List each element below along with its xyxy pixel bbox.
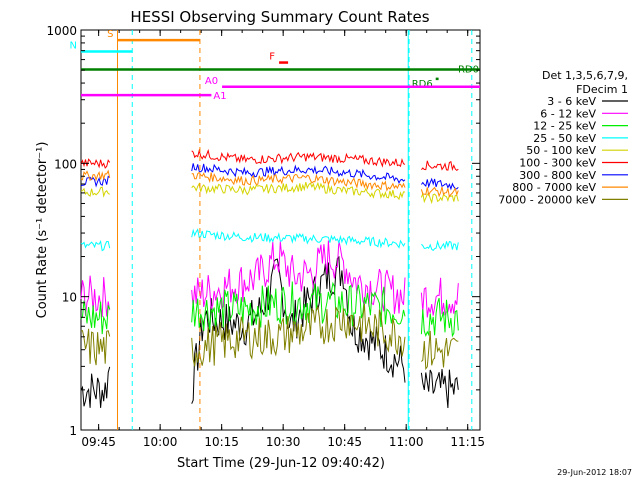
x-tick-label-4: 10:45: [327, 435, 362, 449]
x-tick-label-3: 10:30: [266, 435, 301, 449]
chart-title: HESSI Observing Summary Count Rates: [130, 8, 429, 26]
y-tick-label-1: 10: [62, 291, 77, 305]
legend-label-6: 300 - 800 keV: [519, 169, 596, 182]
y-tick-label-3: 1000: [46, 24, 77, 38]
flag-label-a0: A0: [205, 76, 218, 87]
flag-label-rd6: RD6: [412, 79, 433, 90]
x-tick-label-5: 11:00: [389, 435, 424, 449]
series-line-0-0: [80, 366, 111, 408]
flag-label-s: S: [107, 29, 113, 40]
x-tick-label-0: 09:45: [81, 435, 116, 449]
flag-label-n: N: [70, 40, 77, 51]
series-line-6-0: [80, 175, 110, 188]
flag-label-f: F: [269, 52, 275, 63]
series-line-2-1: [191, 281, 406, 331]
series-line-8-0: [80, 328, 111, 366]
series-line-2-0: [80, 300, 111, 335]
series-line-3-2: [421, 239, 459, 252]
series-line-5-2: [421, 160, 459, 172]
legend-header-1: FDecim 1: [576, 83, 628, 96]
series-line-6-2: [420, 177, 459, 191]
legend-label-3: 25 - 50 keV: [533, 132, 596, 145]
x-axis-label: Start Time (29-Jun-12 09:40:42): [177, 456, 385, 471]
series-line-0-2: [420, 368, 459, 409]
legend-label-1: 6 - 12 keV: [540, 107, 596, 120]
flag-bars: S N F RD0 RD6 A0 A1: [70, 29, 480, 102]
series-line-5-0: [80, 158, 111, 169]
series-line-7-0: [80, 169, 111, 182]
legend-header-0: Det 1,3,5,6,7,9,: [542, 69, 628, 82]
series-line-3-0: [80, 240, 111, 252]
series-line-1-2: [420, 277, 459, 318]
series-line-4-1: [191, 181, 406, 201]
series-line-4-2: [420, 191, 459, 205]
legend-label-4: 50 - 100 keV: [526, 144, 596, 157]
series-line-7-1: [191, 171, 406, 192]
series-line-4-0: [80, 186, 110, 198]
series-line-8-1: [191, 304, 406, 367]
series-lines: [80, 30, 473, 430]
legend-label-8: 7000 - 20000 keV: [498, 193, 596, 206]
footer-date: 29-Jun-2012 18:07: [557, 468, 632, 477]
series-line-7-2: [420, 186, 459, 198]
flag-label-rd0: RD0: [458, 65, 479, 76]
legend-label-5: 100 - 300 keV: [519, 157, 596, 170]
legend-label-2: 12 - 25 keV: [533, 120, 596, 133]
plot-border: [80, 29, 481, 431]
series-line-8-2: [421, 330, 459, 371]
legend-label-7: 800 - 7000 keV: [512, 181, 596, 194]
x-tick-label-6: 11:15: [450, 435, 485, 449]
axis-ticks: 09:45 10:00 10:15 10:30 10:45 11:00 11:15 1 10 10…: [46, 24, 485, 449]
x-tick-label-1: 10:00: [143, 435, 178, 449]
series-line-3-1: [191, 228, 406, 249]
series-line-5-1: [191, 148, 406, 168]
series-line-6-1: [191, 163, 406, 184]
flag-label-a1: A1: [213, 91, 226, 102]
y-tick-label-2: 100: [54, 157, 77, 171]
series-line-2-2: [420, 297, 459, 338]
series-line-0-1: [191, 256, 406, 404]
plot-frame: [80, 29, 481, 431]
x-tick-label-2: 10:15: [204, 435, 239, 449]
y-axis-label: Count Rate (s⁻¹ detector⁻¹): [35, 142, 50, 319]
y-tick-label-0: 1: [69, 424, 77, 438]
legend-label-0: 3 - 6 keV: [547, 95, 596, 108]
series-line-1-1: [191, 240, 406, 314]
